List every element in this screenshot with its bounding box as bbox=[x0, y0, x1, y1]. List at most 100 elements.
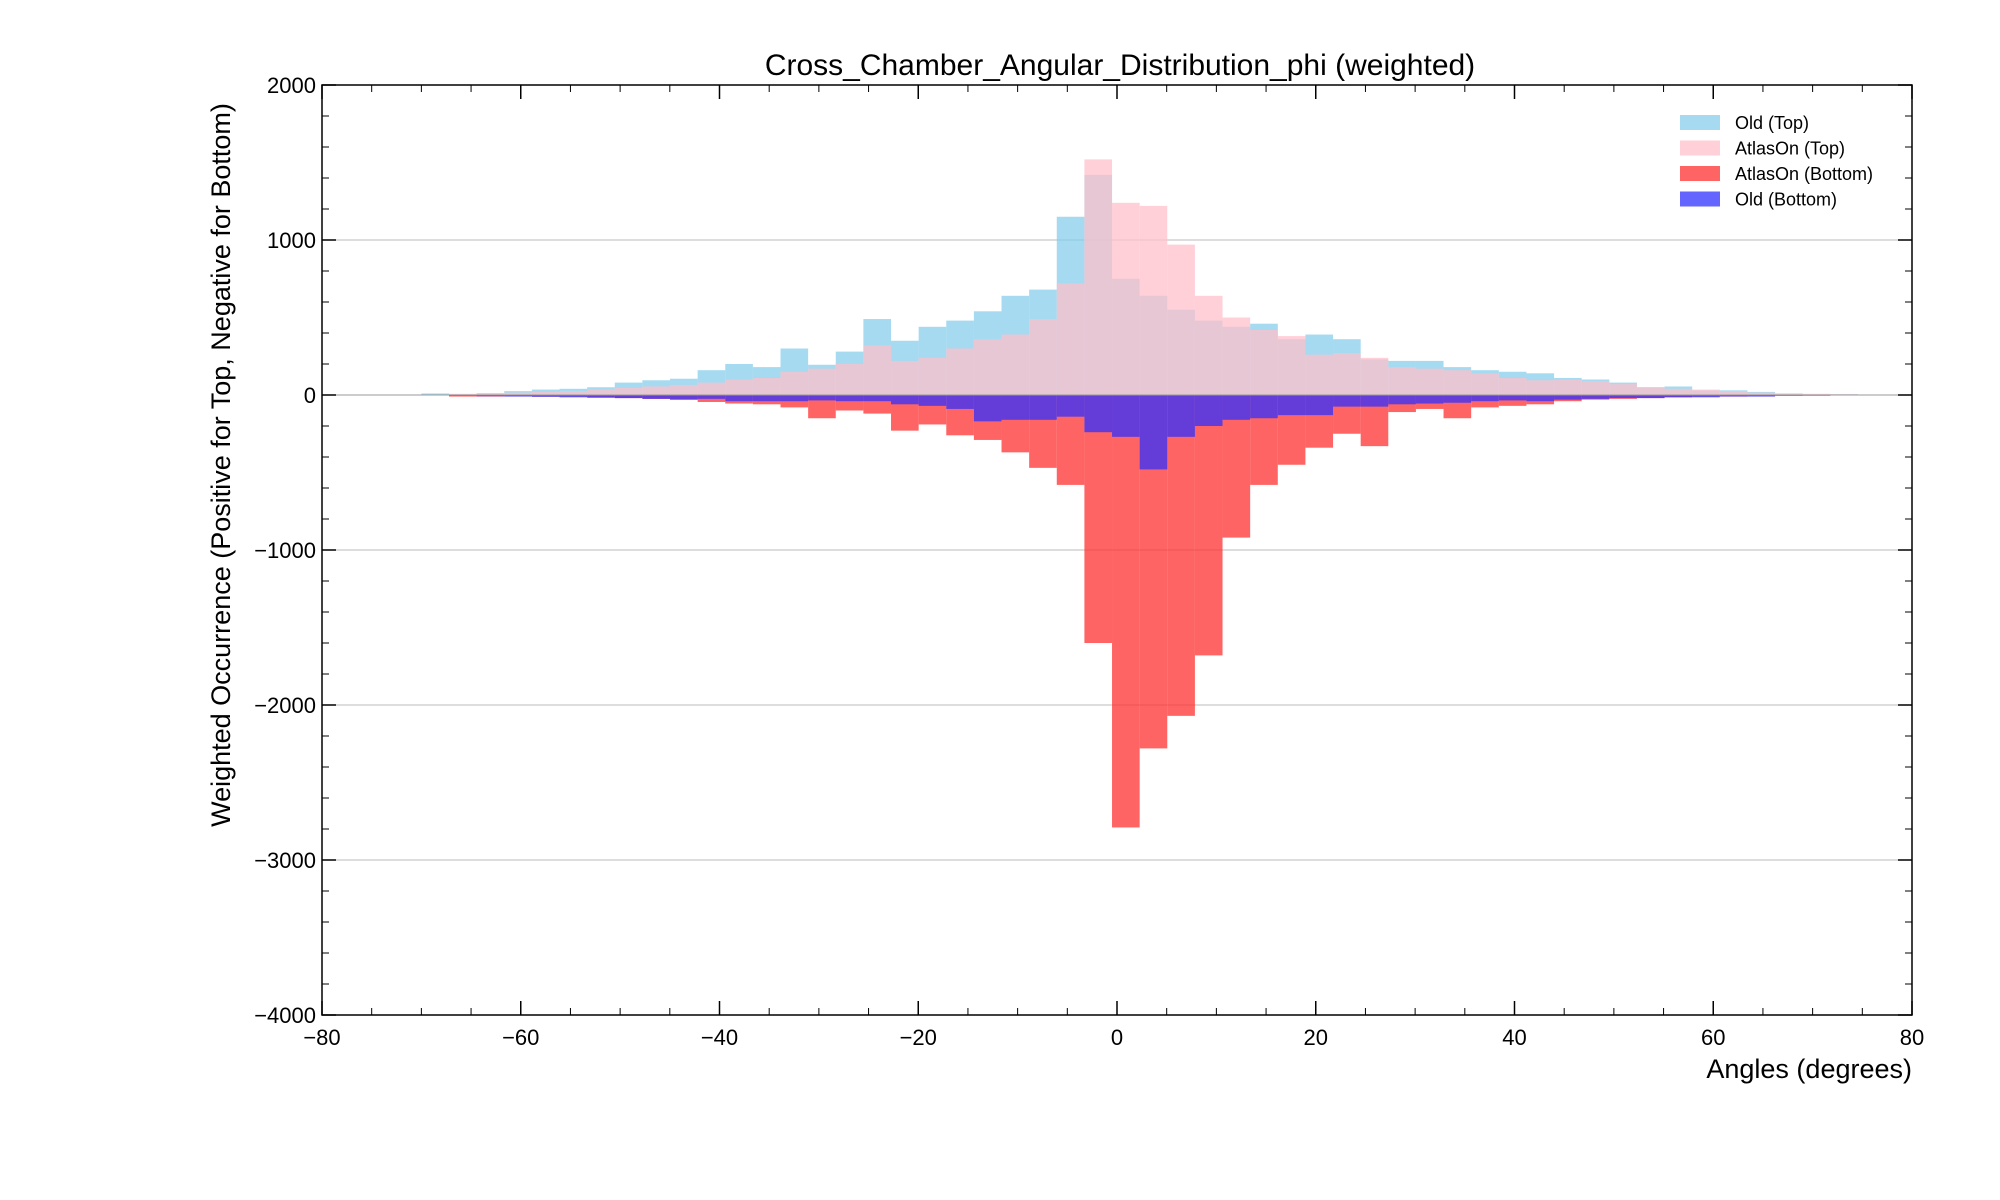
histogram-bar bbox=[1029, 395, 1057, 420]
y-tick-label: −4000 bbox=[254, 1003, 316, 1028]
histogram-bar bbox=[863, 345, 892, 395]
histogram-bar bbox=[1029, 319, 1057, 395]
histogram-bar bbox=[1388, 367, 1416, 395]
histogram-bar bbox=[1167, 395, 1195, 437]
histogram-bar bbox=[1415, 395, 1444, 404]
histogram-bar bbox=[1139, 205, 1168, 395]
histogram-bar bbox=[1167, 244, 1195, 395]
y-tick-label: −3000 bbox=[254, 848, 316, 873]
histogram-bar bbox=[1194, 295, 1223, 395]
histogram-bar bbox=[1747, 395, 1776, 397]
histogram-bar bbox=[808, 395, 836, 419]
histogram-bar bbox=[1250, 395, 1278, 419]
x-tick-label: −20 bbox=[900, 1025, 937, 1050]
histogram-bar bbox=[1250, 329, 1278, 395]
histogram-bar bbox=[752, 395, 781, 402]
histogram-bar bbox=[973, 339, 1002, 395]
histogram-bar bbox=[1443, 370, 1472, 395]
histogram-bar bbox=[1498, 377, 1527, 395]
histogram-bar bbox=[863, 395, 892, 402]
histogram-bar bbox=[780, 395, 809, 402]
y-tick-label: 2000 bbox=[267, 73, 316, 98]
histogram-bar bbox=[1581, 395, 1610, 399]
axis-ticks bbox=[321, 84, 1913, 1016]
histogram-bar bbox=[835, 395, 864, 402]
histogram-bar bbox=[1526, 395, 1555, 402]
histogram-bar bbox=[1001, 334, 1030, 395]
histogram-bar bbox=[1112, 395, 1140, 828]
histogram-bar bbox=[752, 377, 781, 395]
histogram-bar bbox=[697, 395, 726, 399]
histogram-bar bbox=[614, 395, 643, 399]
histogram-bar bbox=[587, 389, 615, 395]
histogram-bar bbox=[1415, 368, 1444, 395]
legend-swatch bbox=[1680, 115, 1720, 130]
y-axis-label: Weighted Occurrence (Positive for Top, N… bbox=[206, 103, 236, 827]
histogram-bar bbox=[1360, 357, 1389, 395]
histogram-bar bbox=[1360, 395, 1389, 407]
histogram-bar bbox=[1084, 395, 1113, 643]
histogram-bar bbox=[670, 384, 698, 395]
histogram-bar bbox=[1194, 395, 1223, 656]
x-tick-label: 40 bbox=[1502, 1025, 1526, 1050]
histogram-bar bbox=[1056, 283, 1085, 395]
histogram-bar bbox=[1084, 395, 1113, 433]
histogram-bar bbox=[1333, 395, 1361, 407]
histogram-bar bbox=[1167, 395, 1195, 716]
histogram-bar bbox=[1692, 389, 1720, 395]
histogram-bar bbox=[559, 395, 588, 398]
histogram-bar bbox=[1305, 395, 1334, 416]
histogram-bar bbox=[531, 395, 560, 397]
histogram-bar bbox=[1526, 380, 1555, 395]
histogram-bar bbox=[1001, 395, 1030, 420]
histogram-bar bbox=[1333, 353, 1361, 395]
chart-title: Cross_Chamber_Angular_Distribution_phi (… bbox=[765, 49, 1475, 82]
histogram-bar bbox=[642, 395, 671, 399]
series-old-bottom bbox=[421, 395, 1886, 470]
histogram-bar bbox=[1719, 391, 1748, 395]
histogram-bar bbox=[1277, 395, 1306, 416]
legend-swatch bbox=[1680, 166, 1720, 181]
histogram-bar bbox=[1498, 395, 1527, 401]
x-tick-label: 0 bbox=[1111, 1025, 1123, 1050]
histogram-bar bbox=[1112, 395, 1140, 437]
y-tick-label: 1000 bbox=[267, 228, 316, 253]
y-tick-label: −1000 bbox=[254, 538, 316, 563]
x-tick-label: 60 bbox=[1701, 1025, 1725, 1050]
legend-label: AtlasOn (Top) bbox=[1735, 139, 1845, 159]
y-tick-label: −2000 bbox=[254, 693, 316, 718]
histogram-bar bbox=[670, 395, 698, 400]
histogram-bar bbox=[918, 357, 947, 395]
x-tick-label: 20 bbox=[1304, 1025, 1328, 1050]
histogram-bar bbox=[1609, 395, 1637, 399]
legend: Old (Top) AtlasOn (Top) AtlasOn (Bottom) Ol… bbox=[1680, 113, 1873, 210]
histogram-bar bbox=[1471, 373, 1499, 395]
histogram-bar bbox=[1664, 388, 1693, 395]
series-atlason-top bbox=[421, 159, 1886, 395]
histogram-bar bbox=[973, 395, 1002, 422]
histogram-bar bbox=[1471, 395, 1499, 402]
histogram-bar bbox=[891, 395, 919, 405]
legend-label: Old (Bottom) bbox=[1735, 190, 1837, 210]
histogram-bar bbox=[780, 371, 809, 395]
histogram-bar bbox=[918, 395, 947, 406]
y-tick-label: 0 bbox=[304, 383, 316, 408]
histogram-bar bbox=[1056, 395, 1085, 417]
legend-swatch bbox=[1680, 191, 1720, 207]
legend-label: Old (Top) bbox=[1735, 113, 1809, 133]
x-tick-label: 80 bbox=[1900, 1025, 1924, 1050]
histogram-bar bbox=[1609, 384, 1637, 395]
histogram-bar bbox=[946, 348, 974, 395]
histogram-bar bbox=[835, 364, 864, 395]
histogram-bar bbox=[476, 395, 505, 397]
histogram-bar bbox=[531, 391, 560, 395]
histogram-bar bbox=[1747, 392, 1776, 395]
x-tick-label: −80 bbox=[303, 1025, 340, 1050]
histogram-bar bbox=[1194, 395, 1223, 426]
legend-label: AtlasOn (Bottom) bbox=[1735, 164, 1873, 184]
histogram-bar bbox=[642, 386, 671, 395]
histogram-bar bbox=[614, 388, 643, 395]
histogram-bar bbox=[891, 360, 919, 395]
histogram-bar bbox=[725, 379, 753, 395]
